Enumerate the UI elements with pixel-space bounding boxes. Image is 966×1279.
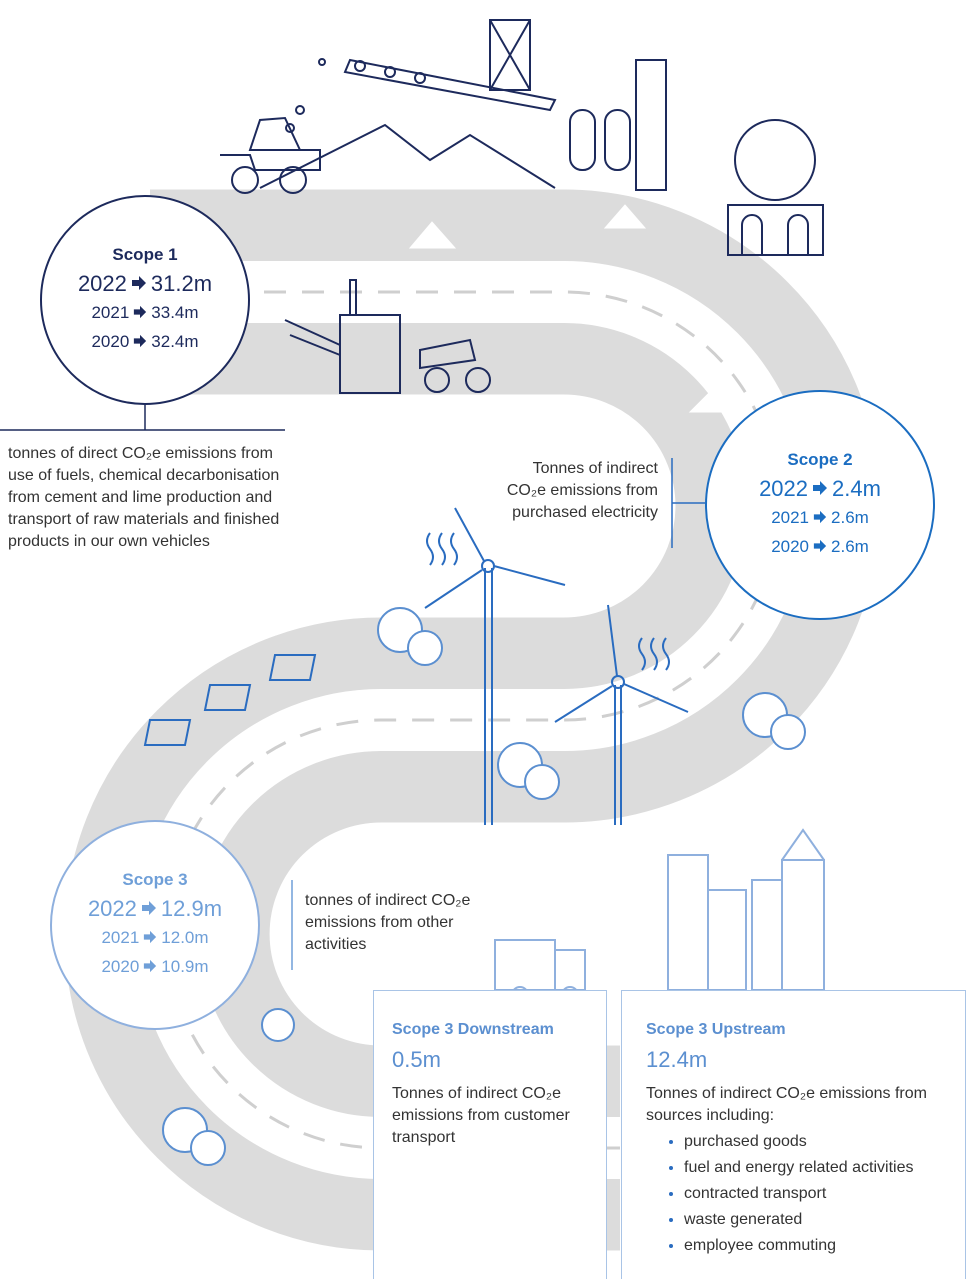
arrow-icon (133, 305, 147, 319)
emission-value: 12.9m (161, 894, 222, 923)
arrow-icon (813, 539, 827, 553)
arrow-icon (131, 275, 147, 291)
arrow (142, 901, 156, 915)
emission-value: 2.6m (831, 503, 869, 532)
scope-2-circle: Scope 2 2022 2.4m 2021 2.6m 2020 2.6m (705, 390, 935, 620)
arrow (144, 960, 156, 972)
year-row: 2020 32.4m (91, 327, 198, 356)
scope-description: tonnes of indirect CO₂e emissions from o… (305, 890, 475, 956)
arrow (134, 306, 146, 318)
year: 2022 (759, 474, 808, 503)
year-row: 2022 31.2m (78, 269, 212, 298)
box-value: 12.4m (646, 1047, 947, 1073)
scope-title: Scope 1 (112, 245, 177, 265)
box-description: Tonnes of indirect CO₂e emissions from c… (392, 1083, 588, 1149)
source-item: waste generated (684, 1207, 947, 1233)
scope-3-circle: Scope 3 2022 12.9m 2021 12.0m 2020 10.9m (50, 820, 260, 1030)
emission-value: 32.4m (151, 327, 198, 356)
year-row: 2021 12.0m (101, 923, 208, 952)
emission-value: 2.6m (831, 532, 869, 561)
year: 2020 (91, 327, 129, 356)
arrow (814, 511, 826, 523)
year-row: 2021 33.4m (91, 298, 198, 327)
scope-1-circle: Scope 1 2022 31.2m 2021 33.4m 2020 32.4m (40, 195, 250, 405)
arrow-icon (143, 930, 157, 944)
year-row: 2021 2.6m (771, 503, 869, 532)
arrow-icon (143, 959, 157, 973)
year: 2021 (101, 923, 139, 952)
downstream-box: Scope 3 Downstream 0.5m Tonnes of indire… (373, 990, 607, 1279)
arrow (134, 335, 146, 347)
year: 2020 (101, 952, 139, 981)
year-row: 2020 2.6m (771, 532, 869, 561)
box-description: Tonnes of indirect CO₂e emissions from s… (646, 1083, 947, 1127)
arrow (813, 481, 827, 495)
source-item: fuel and energy related activities (684, 1155, 947, 1181)
emission-value: 31.2m (151, 269, 212, 298)
emission-value: 2.4m (832, 474, 881, 503)
arrow (132, 276, 146, 290)
year-row: 2020 10.9m (101, 952, 208, 981)
year-row: 2022 12.9m (88, 894, 222, 923)
arrow-icon (813, 510, 827, 524)
scope-description: tonnes of direct CO₂e emissions from use… (8, 443, 288, 553)
year: 2021 (91, 298, 129, 327)
upstream-box: Scope 3 Upstream 12.4m Tonnes of indirec… (621, 990, 966, 1279)
year: 2020 (771, 532, 809, 561)
arrow (814, 540, 826, 552)
scope-title: Scope 2 (787, 450, 852, 470)
buildings-truck (495, 830, 824, 1003)
source-item: employee commuting (684, 1233, 947, 1259)
scope-description: Tonnes of indirect CO₂e emissions from p… (500, 458, 658, 524)
box-title: Scope 3 Downstream (392, 1021, 588, 1039)
arrow-icon (133, 334, 147, 348)
year: 2022 (78, 269, 127, 298)
source-item: purchased goods (684, 1129, 947, 1155)
arrow-icon (141, 900, 157, 916)
box-title: Scope 3 Upstream (646, 1021, 947, 1039)
source-item: contracted transport (684, 1181, 947, 1207)
source-list: purchased goodsfuel and energy related a… (646, 1129, 947, 1259)
emission-value: 33.4m (151, 298, 198, 327)
year: 2021 (771, 503, 809, 532)
emission-value: 12.0m (161, 923, 208, 952)
box-value: 0.5m (392, 1047, 588, 1073)
year-row: 2022 2.4m (759, 474, 881, 503)
emission-value: 10.9m (161, 952, 208, 981)
scope-title: Scope 3 (122, 870, 187, 890)
arrow (144, 931, 156, 943)
arrow-icon (812, 480, 828, 496)
year: 2022 (88, 894, 137, 923)
infographic: Scope 1 2022 31.2m 2021 33.4m 2020 32.4m tonn… (0, 0, 966, 1279)
